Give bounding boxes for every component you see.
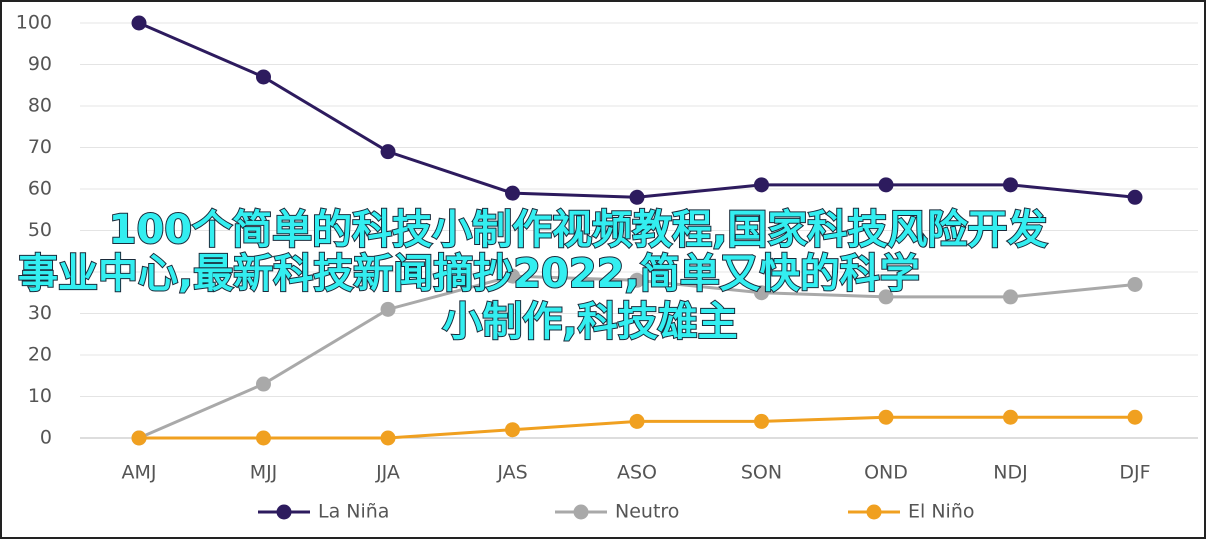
data-point xyxy=(380,301,396,317)
x-tick-label: NDJ xyxy=(993,462,1027,484)
y-tick-label: 50 xyxy=(28,219,52,241)
data-point xyxy=(256,430,271,446)
data-point xyxy=(505,185,520,201)
data-point xyxy=(629,272,645,288)
legend-marker xyxy=(866,504,882,520)
overlay-text: 小制作,科技雄主 xyxy=(442,299,737,345)
data-point xyxy=(505,422,520,438)
plot: La Niña Neutro El Niño xyxy=(131,15,1143,523)
data-point xyxy=(754,177,769,193)
data-point xyxy=(380,144,396,160)
y-tick-label: 70 xyxy=(28,136,52,158)
legend-label: Neutro xyxy=(615,501,679,523)
x-tick-label: AMJ xyxy=(122,462,157,484)
x-tick-label: SON xyxy=(741,462,782,484)
legend-label: La Niña xyxy=(318,501,389,523)
data-point xyxy=(505,268,520,284)
data-point xyxy=(256,69,271,85)
x-tick-label: ASO xyxy=(617,462,657,484)
y-tick-label: 0 xyxy=(40,427,52,449)
data-point xyxy=(1003,409,1018,425)
y-tick-label: 90 xyxy=(28,53,52,75)
data-point xyxy=(1003,289,1018,305)
y-tick-label: 30 xyxy=(28,302,52,324)
data-point xyxy=(754,413,769,429)
data-point xyxy=(754,285,769,301)
data-point xyxy=(380,430,396,446)
overlay: 100个简单的科技小制作视频教程,国家科技风险开发 事业中心,最新科技新闻摘抄2… xyxy=(17,206,1048,346)
y-tick-label: 40 xyxy=(28,261,52,283)
data-point xyxy=(878,289,894,305)
data-point xyxy=(629,189,645,205)
legend-marker xyxy=(276,504,292,520)
x-tick-label: JAS xyxy=(496,462,527,484)
legend-label: El Niño xyxy=(908,501,974,523)
x-tick-label: MJJ xyxy=(250,462,278,484)
data-point xyxy=(1127,409,1143,425)
y-tick-label: 10 xyxy=(28,385,52,407)
data-point xyxy=(131,430,147,446)
overlay-text: 100个简单的科技小制作视频教程,国家科技风险开发 xyxy=(109,207,1048,253)
data-point xyxy=(1127,189,1143,205)
y-tick-label: 80 xyxy=(28,95,52,117)
y-tick-label: 60 xyxy=(28,178,52,200)
x-tick-label: DJF xyxy=(1119,462,1150,484)
legend-marker xyxy=(573,504,589,520)
data-point xyxy=(878,177,894,193)
data-point xyxy=(131,15,147,31)
x-tick-label: JJA xyxy=(375,462,400,484)
data-point xyxy=(878,409,894,425)
x-tick-label: OND xyxy=(864,462,908,484)
y-tick-label: 100 xyxy=(16,12,52,34)
data-point xyxy=(1127,276,1143,292)
data-point xyxy=(256,376,271,392)
data-point xyxy=(629,413,645,429)
y-tick-label: 20 xyxy=(28,344,52,366)
data-point xyxy=(1003,177,1018,193)
overlay-text: 事业中心,最新科技新闻摘抄2022,简单又快的科学 xyxy=(18,251,920,297)
